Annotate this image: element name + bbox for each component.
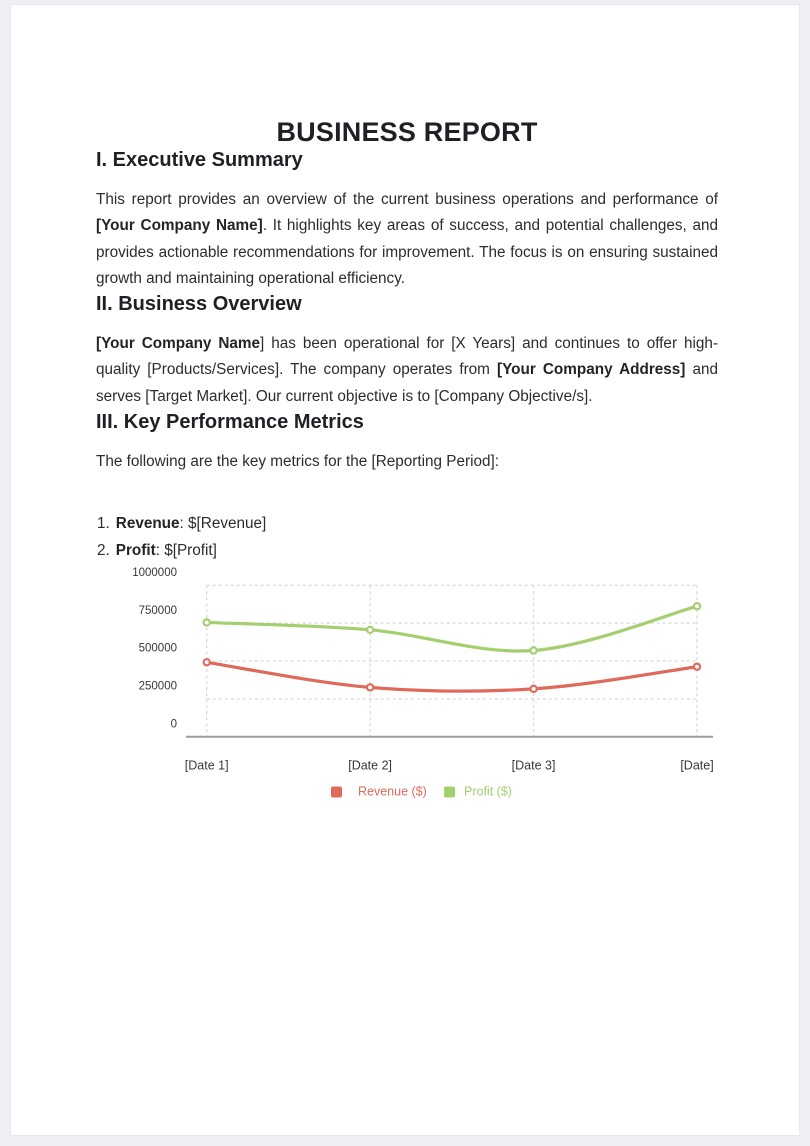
paragraph-key-metrics-intro: The following are the key metrics for th… <box>96 453 500 471</box>
data-point-marker <box>365 683 375 692</box>
document-title: BUSINESS REPORT <box>276 117 538 147</box>
x-tick-label: [Date 2] <box>348 758 392 772</box>
document-page: BUSINESS REPORT I. Executive Summary Thi… <box>10 4 800 1136</box>
x-axis-tick-labels: [Date 1] [Date 2] [Date 3] [Date] <box>185 758 714 772</box>
kpi-line-chart: 0 250000 500000 750000 1000000 [Date 1] [Date … <box>96 566 718 811</box>
chart-gridlines <box>206 584 698 737</box>
metric-list: 1. Revenue: $[Revenue] 2. Profit: $[Profit… <box>96 511 718 564</box>
legend-swatch <box>444 786 455 798</box>
heading-executive-summary: I. Executive Summary <box>96 149 303 171</box>
series-line <box>205 604 699 653</box>
legend-label: Profit ($) <box>464 784 512 798</box>
series-profit <box>202 601 702 655</box>
y-tick-label: 750000 <box>139 605 177 617</box>
legend-swatch <box>331 786 342 798</box>
paragraph-executive-summary: This report provides an overview of the … <box>96 191 718 287</box>
data-point-marker <box>692 662 702 671</box>
list-item-profit: 2. Profit: $[Profit] <box>97 538 718 564</box>
paragraph-business-overview: [Your Company Name] has been operational… <box>96 335 719 405</box>
data-point-marker <box>365 625 375 635</box>
list-item-revenue: 1. Revenue: $[Revenue] <box>97 511 718 537</box>
series-revenue <box>202 658 702 694</box>
y-tick-label: 500000 <box>139 643 177 655</box>
list-number: 1. <box>97 515 110 533</box>
x-tick-label: [Date] <box>680 758 713 772</box>
x-tick-label: [Date 1] <box>185 758 229 772</box>
heading-business-overview: II. Business Overview <box>96 293 302 316</box>
data-point-marker <box>529 684 538 694</box>
y-axis-tick-labels: 0 250000 500000 750000 1000000 <box>132 567 177 730</box>
y-tick-label: 0 <box>171 718 177 730</box>
heading-key-performance-metrics: III. Key Performance Metrics <box>96 411 364 434</box>
series-line <box>205 660 699 693</box>
data-point-marker <box>529 646 538 655</box>
chart-legend: Revenue ($) Profit ($) <box>331 784 512 798</box>
legend-label: Revenue ($) <box>358 784 427 798</box>
list-item-text: Revenue: $[Revenue] <box>115 515 267 533</box>
list-item-text: Profit: $[Profit] <box>115 541 217 559</box>
y-tick-label: 1000000 <box>132 567 177 579</box>
list-number: 2. <box>97 541 110 559</box>
data-point-marker <box>202 618 211 627</box>
x-tick-label: [Date 3] <box>512 758 556 772</box>
data-point-marker <box>202 658 211 667</box>
data-point-marker <box>692 601 702 611</box>
y-tick-label: 250000 <box>139 680 177 692</box>
